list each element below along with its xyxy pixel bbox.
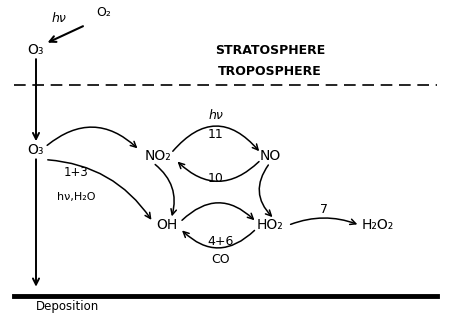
Text: CO: CO xyxy=(211,253,230,266)
Text: 10: 10 xyxy=(208,172,224,185)
Text: O₃: O₃ xyxy=(28,143,44,157)
Text: NO: NO xyxy=(259,150,281,163)
Text: 1+3: 1+3 xyxy=(64,166,89,179)
Text: H₂O₂: H₂O₂ xyxy=(362,218,394,232)
Text: TROPOSPHERE: TROPOSPHERE xyxy=(218,65,322,79)
Text: STRATOSPHERE: STRATOSPHERE xyxy=(215,44,325,57)
Text: 7: 7 xyxy=(320,203,328,216)
Text: OH: OH xyxy=(156,218,177,232)
Text: hν: hν xyxy=(208,109,224,122)
Text: 11: 11 xyxy=(208,128,224,141)
Text: O₂: O₂ xyxy=(96,6,111,19)
Text: O₃: O₃ xyxy=(28,43,44,57)
Text: NO₂: NO₂ xyxy=(144,150,171,163)
Text: hν: hν xyxy=(51,12,66,25)
Text: HO₂: HO₂ xyxy=(256,218,284,232)
Text: Deposition: Deposition xyxy=(36,300,99,313)
Text: 4+6: 4+6 xyxy=(207,234,234,248)
Text: hν,H₂O: hν,H₂O xyxy=(57,192,96,202)
